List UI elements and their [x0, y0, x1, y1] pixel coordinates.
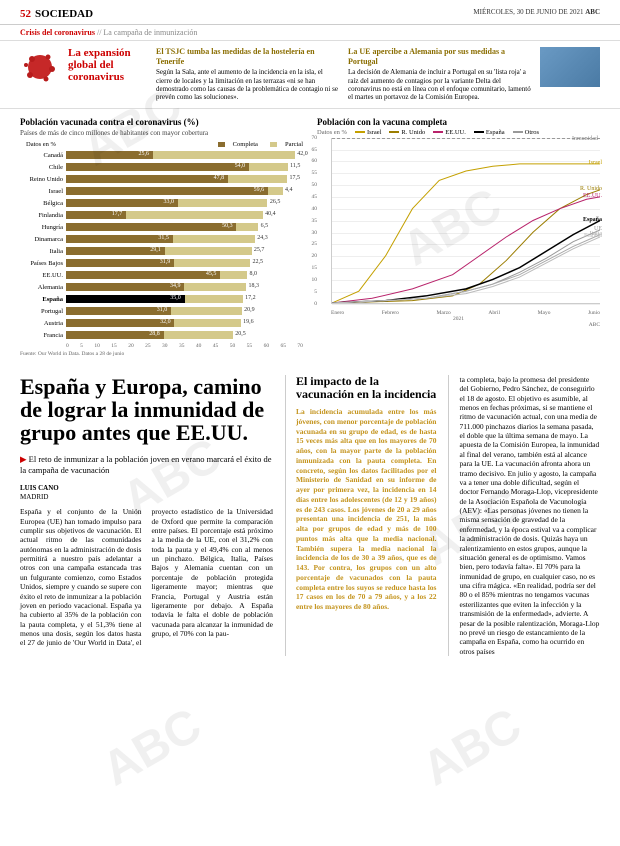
info-title: La expansión global del coronavirus	[68, 47, 148, 102]
location: MADRID	[20, 493, 273, 501]
page-number: 52	[20, 8, 31, 20]
info-image	[540, 47, 600, 87]
bar-row: Finlandia17,740,4	[20, 210, 303, 221]
line-chart: 0510152025303540455055606570 InmunidadIs…	[317, 138, 600, 316]
bar-row: Hungría50,36,5	[20, 222, 303, 233]
line-legend: Datos en %IsraelR. UnidoEE.UU.EspañaOtro…	[317, 129, 600, 136]
section-name: SOCIEDAD	[35, 8, 93, 20]
line-chart-col: Población con la vacuna completa Datos e…	[317, 117, 600, 357]
bar-chart: Canadá25,642,0Chile54,011,5Reino Unido47…	[20, 150, 303, 341]
bar-row: EE.UU.45,58,0	[20, 270, 303, 281]
info-row: La expansión global del coronavirus El T…	[0, 40, 620, 109]
bar-row: Países Bajos31,922,5	[20, 258, 303, 269]
subhead: Crisis del coronavirus // La campaña de …	[0, 25, 620, 40]
virus-icon	[20, 47, 60, 87]
bar-row: Chile54,011,5	[20, 162, 303, 173]
bar-row: Canadá25,642,0	[20, 150, 303, 161]
date: MIÉRCOLES, 30 DE JUNIO DE 2021	[473, 8, 583, 16]
bar-row: Italia29,125,7	[20, 246, 303, 257]
kicker: El reto de inmunizar a la población jove…	[20, 454, 273, 476]
plot-area: InmunidadIsraelR. UnidoEE.UU.EspañaUEIta…	[331, 138, 600, 304]
byline: LUIS CANO	[20, 484, 273, 492]
line-source: ABC	[317, 322, 600, 328]
page-header: 52 SOCIEDAD MIÉRCOLES, 30 DE JUNIO DE 202…	[0, 0, 620, 25]
bar-row: Austria32,019,6	[20, 318, 303, 329]
bar-chart-title: Población vacunada contra el coronavirus…	[20, 117, 303, 127]
bar-row: Francia28,820,5	[20, 330, 303, 341]
info-box-2: La UE apercibe a Alemania por sus medida…	[348, 47, 532, 102]
bar-axis: 0510152025303540455055606570	[20, 343, 303, 349]
bar-source: Fuente: Our World in Data. Datos a 28 de…	[20, 351, 303, 357]
bar-row: España35,017,2	[20, 294, 303, 305]
bar-row: Dinamarca31,524,3	[20, 234, 303, 245]
line-chart-title: Población con la vacuna completa	[317, 117, 600, 127]
bar-chart-sub: Países de más de cinco millones de habit…	[20, 129, 303, 137]
bar-row: Portugal31,020,9	[20, 306, 303, 317]
publication: ABC	[585, 8, 600, 16]
bar-legend: Datos en %CompletaParcial	[20, 141, 303, 148]
main-column: España y Europa, camino de lograr la inm…	[20, 375, 273, 656]
sidebar-column: El impacto de la vacunación en la incide…	[285, 375, 437, 656]
headline: España y Europa, camino de lograr la inm…	[20, 375, 273, 444]
sidebar-title: El impacto de la vacunación en la incide…	[296, 375, 437, 401]
bar-row: Alemania34,918,3	[20, 282, 303, 293]
third-column: ta completa, bajo la promesa del preside…	[448, 375, 600, 656]
info-box-1: El TSJC tumba las medidas de la hosteler…	[156, 47, 340, 102]
bar-row: Reino Unido47,817,5	[20, 174, 303, 185]
body-text: España y el conjunto de la Unión Europea…	[20, 507, 273, 648]
charts-row: Población vacunada contra el coronavirus…	[0, 109, 620, 365]
bar-chart-col: Población vacunada contra el coronavirus…	[20, 117, 303, 357]
sidebar-text: La incidencia acumulada entre los más jó…	[296, 407, 437, 612]
article-row: España y Europa, camino de lograr la inm…	[0, 365, 620, 666]
bar-row: Bélgica33,026,5	[20, 198, 303, 209]
bar-row: Israel59,64,4	[20, 186, 303, 197]
x-labels: EneroFebreroMarzoAbrilMayoJunio	[331, 310, 600, 316]
